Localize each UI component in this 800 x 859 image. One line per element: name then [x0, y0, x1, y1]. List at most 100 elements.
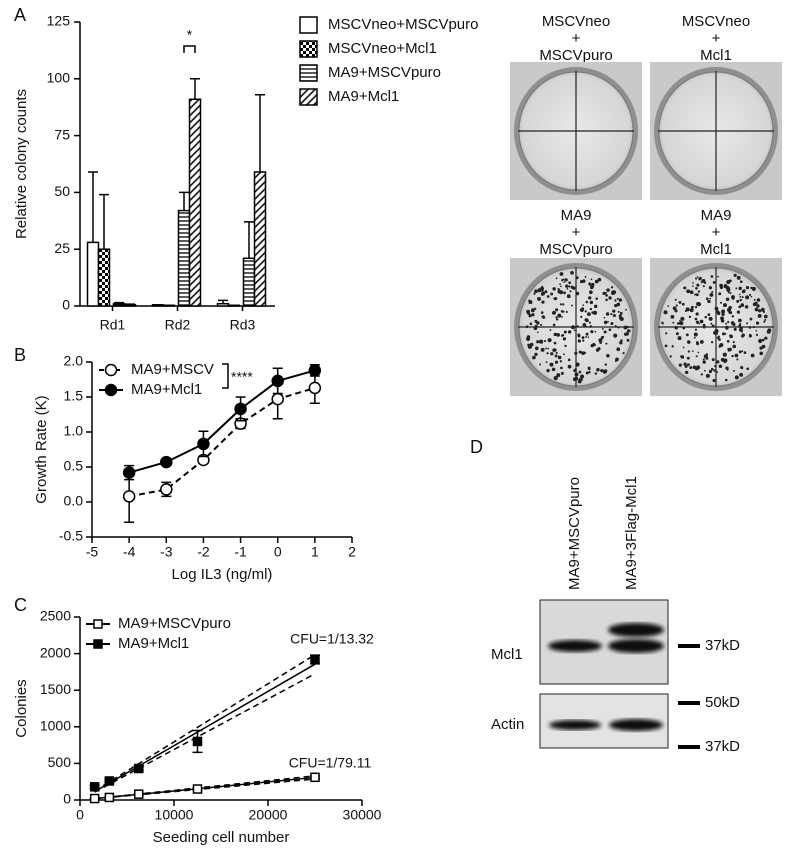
marker — [89, 793, 100, 804]
bar — [253, 171, 267, 307]
colony — [592, 310, 596, 314]
bar — [177, 209, 191, 307]
colony — [694, 277, 698, 280]
legend-marker — [93, 639, 103, 649]
band — [548, 640, 602, 652]
colony — [694, 328, 698, 331]
colony — [618, 298, 623, 302]
colony — [537, 296, 541, 301]
colony — [734, 375, 739, 380]
colony — [571, 304, 573, 307]
x-tick-label: 0 — [274, 544, 282, 560]
colony — [675, 304, 678, 307]
colony — [597, 347, 601, 351]
colony — [546, 352, 549, 355]
colony — [711, 324, 715, 328]
x-tick-label: -1 — [234, 544, 247, 560]
colony — [681, 302, 685, 306]
colony — [594, 279, 599, 284]
colony — [588, 296, 592, 300]
colony — [708, 286, 713, 290]
colony — [560, 285, 562, 288]
colony — [595, 297, 599, 300]
colony — [541, 294, 544, 297]
colony — [755, 321, 760, 325]
colony — [537, 331, 539, 334]
marker — [197, 437, 210, 451]
colony — [574, 372, 579, 377]
plate-photos: MSCVneo+MSCVpuroMSCVneo+Mcl1MA9+MSCVpuro… — [510, 13, 782, 396]
x-axis-label: Seeding cell number — [153, 829, 290, 846]
colony — [604, 363, 607, 366]
colony — [584, 276, 587, 278]
colony — [557, 355, 562, 360]
colony — [723, 359, 727, 364]
marker — [192, 736, 203, 747]
colony — [588, 371, 591, 374]
colony — [536, 340, 540, 344]
colony — [553, 341, 557, 345]
plate-label: MA9 — [561, 207, 592, 224]
colony — [549, 362, 554, 367]
colony — [682, 346, 685, 349]
plate-label: + — [572, 30, 581, 47]
colony — [680, 316, 685, 321]
colony — [696, 365, 701, 370]
colony — [556, 373, 561, 378]
plate-label: MSCVpuro — [539, 47, 612, 64]
colony — [577, 339, 581, 343]
colony — [552, 287, 556, 291]
y-tick-label: 0 — [63, 791, 71, 807]
colony — [620, 339, 623, 342]
x-tick-label: 0 — [76, 807, 84, 823]
colony — [691, 305, 694, 309]
colony — [716, 371, 719, 373]
error-bar — [88, 171, 98, 243]
colony — [689, 308, 694, 313]
colony — [605, 294, 608, 297]
colony — [565, 284, 569, 288]
colony — [532, 355, 536, 360]
colony — [669, 355, 672, 358]
colony — [734, 353, 739, 358]
error-bar — [99, 193, 109, 250]
colony — [696, 276, 699, 278]
marker — [104, 792, 115, 803]
colony — [695, 286, 698, 290]
legend-label: MA9+MSCVpuro — [118, 615, 231, 632]
colony — [534, 307, 537, 310]
colony — [698, 277, 702, 281]
y-tick-label: 0 — [62, 297, 70, 313]
colony — [540, 347, 545, 352]
error-bar — [218, 299, 228, 304]
colony — [678, 363, 682, 367]
colony — [722, 352, 727, 357]
colony — [708, 369, 713, 374]
colony — [695, 312, 699, 316]
colony — [617, 326, 620, 329]
colony — [588, 282, 592, 286]
colony — [613, 333, 618, 338]
legend-label: MA9+Mcl1 — [118, 635, 189, 652]
colony — [568, 281, 571, 285]
colony — [679, 321, 684, 326]
row-label: Mcl1 — [491, 646, 523, 663]
marker-label: 50kD — [705, 694, 740, 711]
marker — [122, 490, 136, 503]
x-tick-label: Rd2 — [165, 317, 191, 333]
colony — [743, 351, 747, 355]
colony — [713, 369, 716, 372]
colony — [610, 313, 613, 316]
colony — [562, 337, 567, 341]
panel-label: C — [14, 595, 27, 615]
colony — [684, 365, 688, 368]
lane-label: MA9+MSCVpuro — [566, 477, 583, 590]
colony — [564, 278, 568, 282]
colony — [697, 290, 701, 293]
legend-label: MA9+Mcl1 — [131, 381, 202, 398]
x-tick-label: 10000 — [155, 807, 194, 823]
colony — [593, 343, 596, 347]
colony — [614, 324, 617, 327]
colony — [528, 315, 531, 318]
bar — [86, 241, 100, 307]
